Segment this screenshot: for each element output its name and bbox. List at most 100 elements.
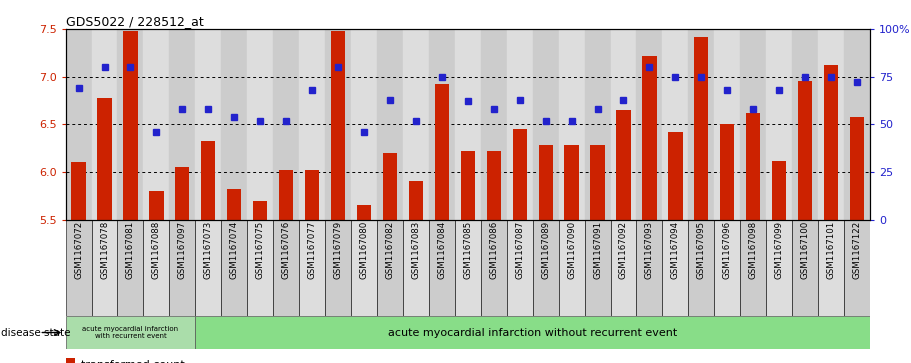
Bar xyxy=(201,142,215,220)
Bar xyxy=(642,56,657,220)
Bar xyxy=(435,84,449,220)
Bar xyxy=(850,117,865,220)
Text: acute myocardial infarction without recurrent event: acute myocardial infarction without recu… xyxy=(388,327,677,338)
Bar xyxy=(461,151,475,220)
Bar xyxy=(66,358,75,363)
Bar xyxy=(610,29,637,220)
Bar xyxy=(247,29,273,220)
Bar xyxy=(253,200,267,220)
Bar xyxy=(741,29,766,220)
Bar xyxy=(585,29,610,220)
Bar xyxy=(357,205,371,220)
Bar xyxy=(617,110,630,220)
Bar xyxy=(221,220,247,316)
Bar xyxy=(66,29,91,220)
Bar xyxy=(507,220,533,316)
Bar xyxy=(513,129,527,220)
Bar xyxy=(149,191,164,220)
Bar xyxy=(818,220,844,316)
Bar xyxy=(118,220,143,316)
Bar xyxy=(637,220,662,316)
Bar xyxy=(195,316,870,349)
Bar xyxy=(585,220,610,316)
Bar xyxy=(175,167,189,220)
Bar xyxy=(273,29,299,220)
Bar xyxy=(195,29,221,220)
Bar xyxy=(662,29,689,220)
Bar xyxy=(169,29,195,220)
Bar xyxy=(558,29,585,220)
Bar xyxy=(538,145,553,220)
Bar xyxy=(793,29,818,220)
Bar xyxy=(844,29,870,220)
Bar xyxy=(455,220,481,316)
Bar xyxy=(351,29,377,220)
Bar xyxy=(71,163,86,220)
Bar xyxy=(689,29,714,220)
Bar xyxy=(455,29,481,220)
Bar xyxy=(486,151,501,220)
Bar xyxy=(714,29,741,220)
Bar xyxy=(247,220,273,316)
Bar xyxy=(721,124,734,220)
Bar xyxy=(279,170,293,220)
Bar xyxy=(221,29,247,220)
Bar xyxy=(507,29,533,220)
Bar xyxy=(533,220,558,316)
Bar xyxy=(662,220,689,316)
Bar xyxy=(299,220,325,316)
Bar xyxy=(66,316,195,349)
Bar xyxy=(558,220,585,316)
Bar xyxy=(590,145,605,220)
Bar xyxy=(610,220,637,316)
Bar xyxy=(227,189,241,220)
Bar xyxy=(741,220,766,316)
Bar xyxy=(403,29,429,220)
Bar xyxy=(714,220,741,316)
Bar xyxy=(377,220,403,316)
Bar xyxy=(331,31,345,220)
Bar xyxy=(325,220,351,316)
Text: GDS5022 / 228512_at: GDS5022 / 228512_at xyxy=(66,15,203,28)
Bar xyxy=(746,113,761,220)
Bar xyxy=(772,160,786,220)
Bar xyxy=(429,29,455,220)
Bar xyxy=(409,182,423,220)
Bar xyxy=(143,220,169,316)
Bar xyxy=(377,29,403,220)
Bar xyxy=(766,29,793,220)
Bar xyxy=(325,29,351,220)
Text: transformed count: transformed count xyxy=(81,360,185,363)
Bar xyxy=(123,31,138,220)
Bar xyxy=(824,65,838,220)
Bar xyxy=(403,220,429,316)
Bar xyxy=(91,220,118,316)
Bar xyxy=(383,153,397,220)
Bar xyxy=(533,29,558,220)
Bar xyxy=(481,220,507,316)
Bar xyxy=(766,220,793,316)
Bar xyxy=(305,170,319,220)
Bar xyxy=(91,29,118,220)
Bar xyxy=(143,29,169,220)
Bar xyxy=(195,220,221,316)
Bar xyxy=(97,98,112,220)
Bar xyxy=(793,220,818,316)
Bar xyxy=(169,220,195,316)
Bar xyxy=(818,29,844,220)
Text: acute myocardial infarction
with recurrent event: acute myocardial infarction with recurre… xyxy=(82,326,179,339)
Bar xyxy=(637,29,662,220)
Bar xyxy=(118,29,143,220)
Bar xyxy=(429,220,455,316)
Text: disease state: disease state xyxy=(1,327,70,338)
Bar xyxy=(844,220,870,316)
Bar xyxy=(299,29,325,220)
Bar xyxy=(689,220,714,316)
Bar xyxy=(565,145,578,220)
Bar xyxy=(351,220,377,316)
Bar xyxy=(66,220,91,316)
Bar xyxy=(798,81,813,220)
Bar xyxy=(669,132,682,220)
Bar xyxy=(481,29,507,220)
Bar xyxy=(694,37,709,220)
